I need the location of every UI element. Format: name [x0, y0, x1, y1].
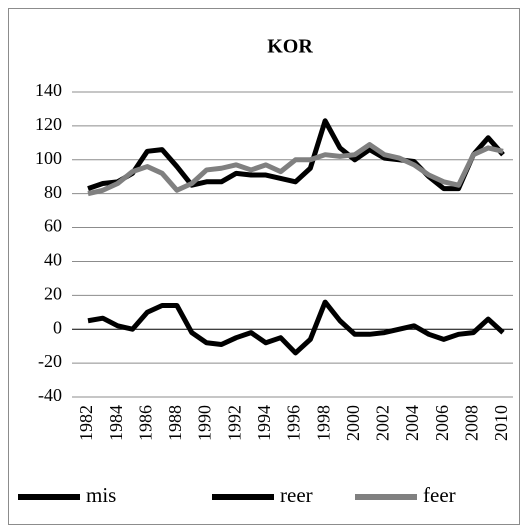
legend-label: feer [423, 483, 456, 507]
x-tick-label: 1982 [76, 405, 96, 441]
x-tick-label: 1996 [284, 405, 304, 441]
y-tick-label: 40 [44, 250, 62, 270]
x-tick-label: 2008 [461, 405, 481, 441]
x-tick-label: 1984 [106, 405, 126, 441]
y-tick-label: 20 [44, 283, 62, 303]
y-tick-label: 120 [35, 114, 62, 134]
x-tick-label: 2000 [343, 405, 363, 441]
chart-title: KOR [267, 36, 313, 58]
legend-label: reer [280, 483, 313, 507]
y-tick-label: -20 [38, 351, 62, 371]
x-tick-label: 2010 [491, 405, 511, 441]
line-series [87, 142, 504, 197]
x-tick-label: 1998 [313, 405, 333, 441]
line-series [87, 299, 505, 356]
x-tick-label: 1994 [254, 405, 274, 441]
y-tick-label: 140 [35, 80, 62, 100]
x-tick-label: 1990 [195, 405, 215, 441]
y-tick-label: -40 [38, 385, 62, 405]
x-tick-label: 1986 [135, 405, 155, 441]
x-tick-label: 2002 [373, 405, 393, 441]
y-tick-label: 0 [53, 317, 62, 337]
chart-border [8, 8, 520, 525]
y-tick-label: 100 [35, 148, 62, 168]
y-tick-label: 60 [44, 216, 62, 236]
line-series [87, 118, 505, 192]
y-tick-label: 80 [44, 182, 62, 202]
legend-label: mis [86, 483, 116, 507]
x-tick-label: 2006 [432, 405, 452, 441]
x-tick-label: 1988 [165, 405, 185, 441]
x-tick-label: 1992 [224, 405, 244, 441]
x-tick-label: 2004 [402, 405, 422, 441]
